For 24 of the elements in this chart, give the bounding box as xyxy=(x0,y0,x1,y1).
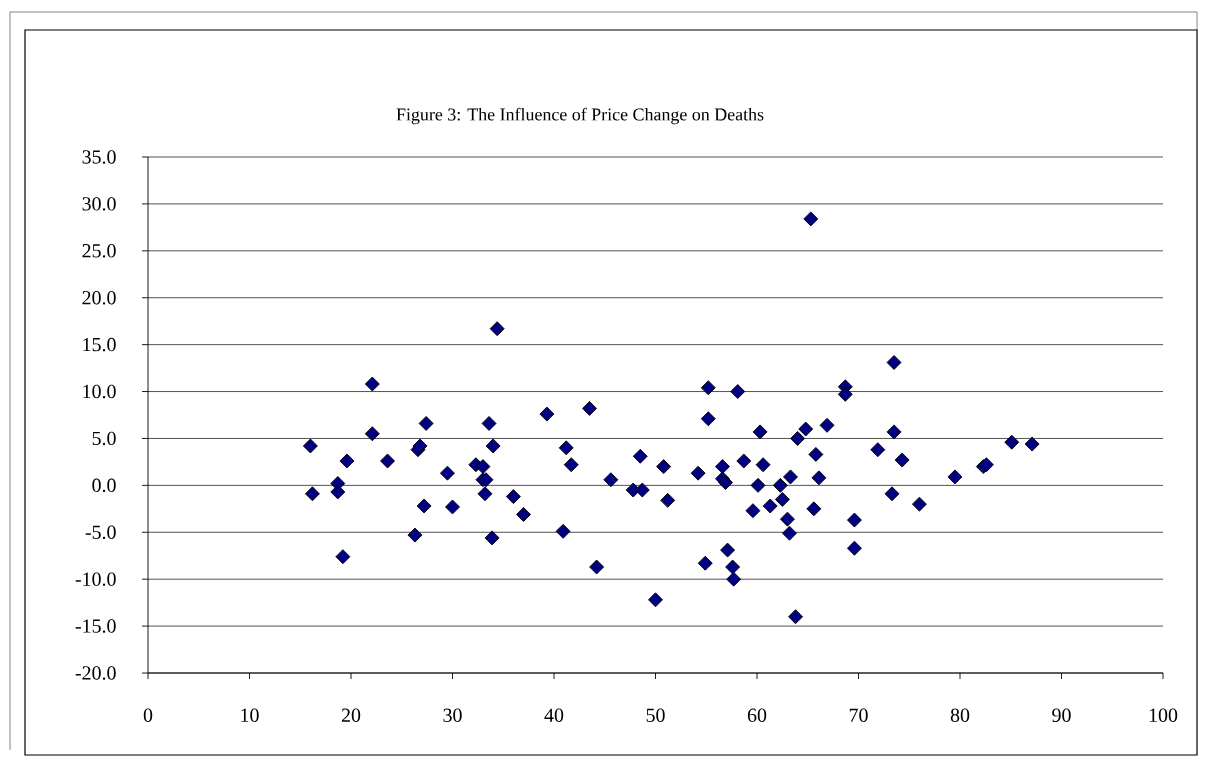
y-tick-label: 25.0 xyxy=(82,244,116,258)
y-tick-label: 5.0 xyxy=(92,431,116,446)
x-tick-label: 40 xyxy=(544,708,564,722)
x-tick-label: 100 xyxy=(1149,708,1178,722)
y-tick-label: -20.0 xyxy=(75,666,116,680)
x-tick-label: 10 xyxy=(241,708,259,722)
y-tick-label: 30.0 xyxy=(82,197,116,211)
y-tick-label: 15.0 xyxy=(83,337,116,352)
y-tick-label: 20.0 xyxy=(82,290,116,305)
y-tick-label: 0.0 xyxy=(92,478,116,493)
x-tick-label: 90 xyxy=(1052,708,1071,722)
x-tick-label: 70 xyxy=(849,708,868,722)
x-tick-label: 0 xyxy=(143,708,153,722)
x-tick-label: 50 xyxy=(646,708,665,722)
y-tick-label: -10.0 xyxy=(75,572,116,586)
y-tick-label: 35.0 xyxy=(82,150,116,164)
y-tick-label: -15.0 xyxy=(75,619,116,633)
chart-title: Figure 3: The Influence of Price Change on Deaths xyxy=(396,107,764,125)
y-tick-label: 10.0 xyxy=(83,384,116,399)
y-tick-label: -5.0 xyxy=(85,525,116,540)
x-tick-label: 80 xyxy=(950,708,970,722)
x-tick-label: 60 xyxy=(747,708,767,722)
x-tick-label: 30 xyxy=(443,708,462,722)
x-tick-label: 20 xyxy=(341,708,361,722)
